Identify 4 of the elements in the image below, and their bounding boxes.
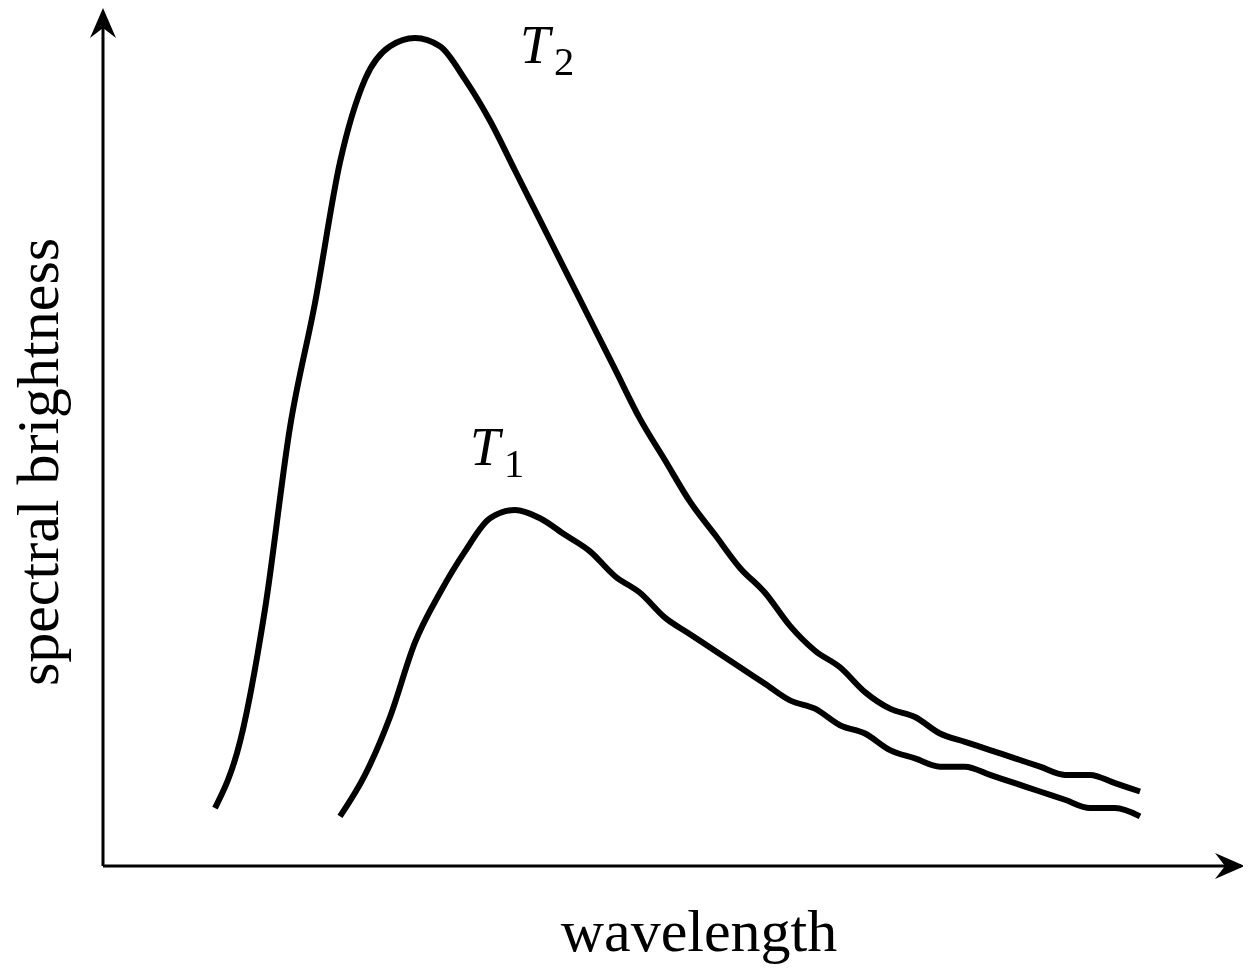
x-axis-title: wavelength [560,898,838,964]
series-label: T$_{2}$ [520,15,575,85]
series-label: T$_{1}$ [470,416,525,487]
y-axis-title: spectral brightness [5,237,71,687]
